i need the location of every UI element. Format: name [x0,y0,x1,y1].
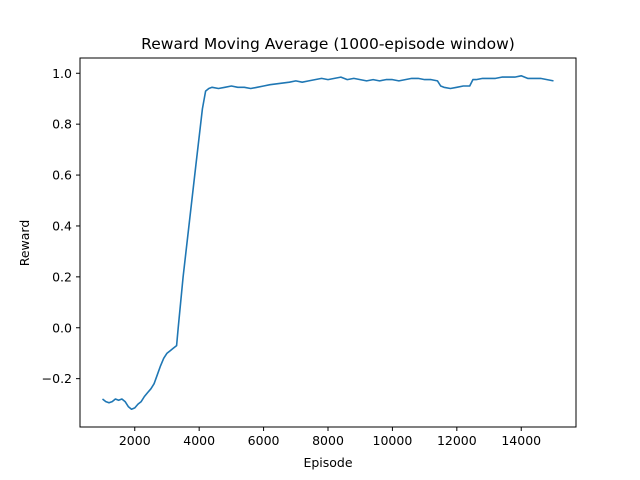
x-axis-label: Episode [303,455,352,470]
y-tick-label: 0.2 [52,269,72,284]
y-tick-label: 0.0 [52,320,72,335]
y-tick-label: −0.2 [42,371,72,386]
x-tick-label: 4000 [183,433,215,448]
reward-moving-average-line [102,75,554,410]
x-axis: 2000 4000 6000 8000 10000 12000 14000 [119,427,541,448]
plot-frame [79,57,577,428]
y-tick-label: 0.4 [52,218,72,233]
x-tick-label: 2000 [119,433,151,448]
y-tick-label: 1.0 [52,66,72,81]
x-tick-label: 10000 [373,433,413,448]
chart-title: Reward Moving Average (1000-episode wind… [141,35,515,53]
x-tick-label: 14000 [501,433,541,448]
y-tick-label: 0.8 [52,117,72,132]
y-axis-label: Reward [17,220,32,267]
y-axis: −0.2 0.0 0.2 0.4 0.6 0.8 1.0 [42,66,80,386]
y-tick-label: 0.6 [52,168,72,183]
x-tick-label: 8000 [312,433,344,448]
x-tick-label: 6000 [248,433,280,448]
x-tick-label: 12000 [437,433,477,448]
